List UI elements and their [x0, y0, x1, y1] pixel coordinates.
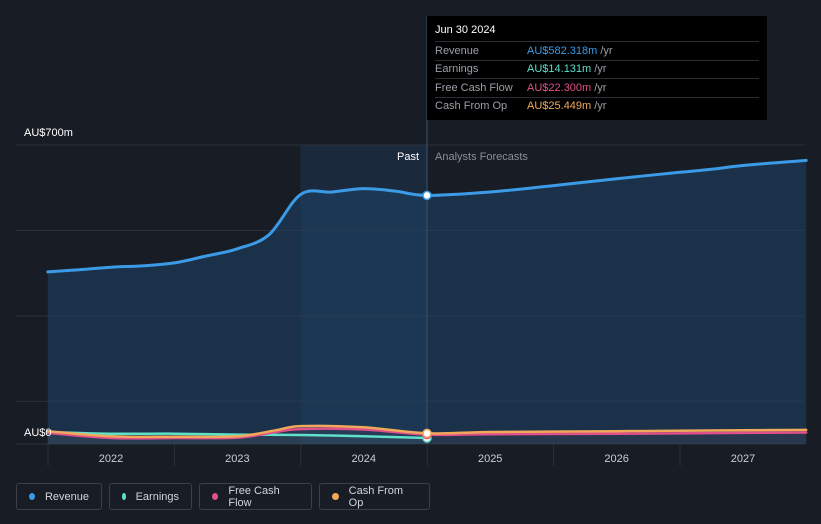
- tooltip-value: AU$14.131m: [527, 63, 592, 76]
- y-axis-top-label: AU$700m: [24, 127, 73, 139]
- tooltip-row-earnings: Earnings AU$14.131m /yr: [435, 59, 759, 79]
- series-line-free-cash-flow: [46, 427, 808, 440]
- x-tick-label: 2027: [731, 453, 755, 465]
- y-axis-bottom-label: AU$0: [24, 427, 52, 439]
- legend-label: Revenue: [44, 490, 89, 503]
- tooltip-unit: /yr: [600, 44, 613, 57]
- legend-label: Earnings: [135, 490, 179, 503]
- hover-markers: [422, 190, 432, 443]
- x-tick-label: 2023: [225, 453, 249, 465]
- past-label: Past: [397, 151, 419, 163]
- legend-dot-icon: [122, 493, 126, 500]
- legend-label: Cash From Op: [348, 484, 404, 509]
- legend-item-earnings[interactable]: Earnings: [109, 483, 192, 510]
- legend-item-cash-from-op[interactable]: Cash From Op: [319, 483, 430, 510]
- tooltip-value: AU$582.318m: [527, 44, 598, 57]
- tooltip-unit: /yr: [594, 81, 607, 94]
- tooltip-label: Cash From Op: [435, 100, 508, 113]
- x-tick-label: 2025: [478, 453, 502, 465]
- tooltip-value: AU$22.300m: [527, 81, 592, 94]
- x-tick-label: 2022: [99, 453, 123, 465]
- x-tick-label: 2024: [352, 453, 376, 465]
- forecast-label: Analysts Forecasts: [435, 151, 528, 163]
- chart-area: AU$700m AU$0 Past Analysts Forecasts 202…: [16, 16, 808, 466]
- tooltip-value: AU$25.449m: [527, 100, 592, 113]
- tooltip-label: Revenue: [435, 44, 480, 57]
- tooltip-unit: /yr: [594, 100, 607, 113]
- x-axis-ticks: 2022 2023 2024 2025 2026 2027: [47, 444, 755, 466]
- marker-cash-from-op: [422, 428, 432, 439]
- tooltip-row-cash-from-op: Cash From Op AU$25.449m /yr: [435, 96, 759, 116]
- tooltip-row-revenue: Revenue AU$582.318m /yr: [435, 41, 759, 60]
- marker-revenue: [422, 190, 432, 201]
- series-lines: [46, 158, 808, 440]
- legend-item-free-cash-flow[interactable]: Free Cash Flow: [199, 483, 312, 510]
- tooltip-label: Free Cash Flow: [435, 81, 513, 94]
- x-tick-label: 2026: [604, 453, 628, 465]
- legend-dot-icon: [212, 493, 219, 500]
- legend-label: Free Cash Flow: [228, 484, 280, 509]
- tooltip-row-free-cash-flow: Free Cash Flow AU$22.300m /yr: [435, 78, 759, 97]
- tooltip-date: Jun 30 2024: [435, 24, 496, 36]
- series-line-revenue: [46, 158, 808, 274]
- tooltip-unit: /yr: [594, 63, 607, 76]
- legend-item-revenue[interactable]: Revenue: [16, 483, 102, 510]
- series-line-earnings: [46, 430, 429, 440]
- legend-dot-icon: [29, 493, 35, 500]
- tooltip: Jun 30 2024 Revenue AU$582.318m /yr Earn…: [427, 16, 767, 120]
- tooltip-label: Earnings: [435, 63, 479, 76]
- legend: Revenue Earnings Free Cash Flow Cash Fro…: [16, 483, 430, 510]
- series-line-cash-from-op: [46, 424, 808, 439]
- legend-dot-icon: [332, 493, 339, 500]
